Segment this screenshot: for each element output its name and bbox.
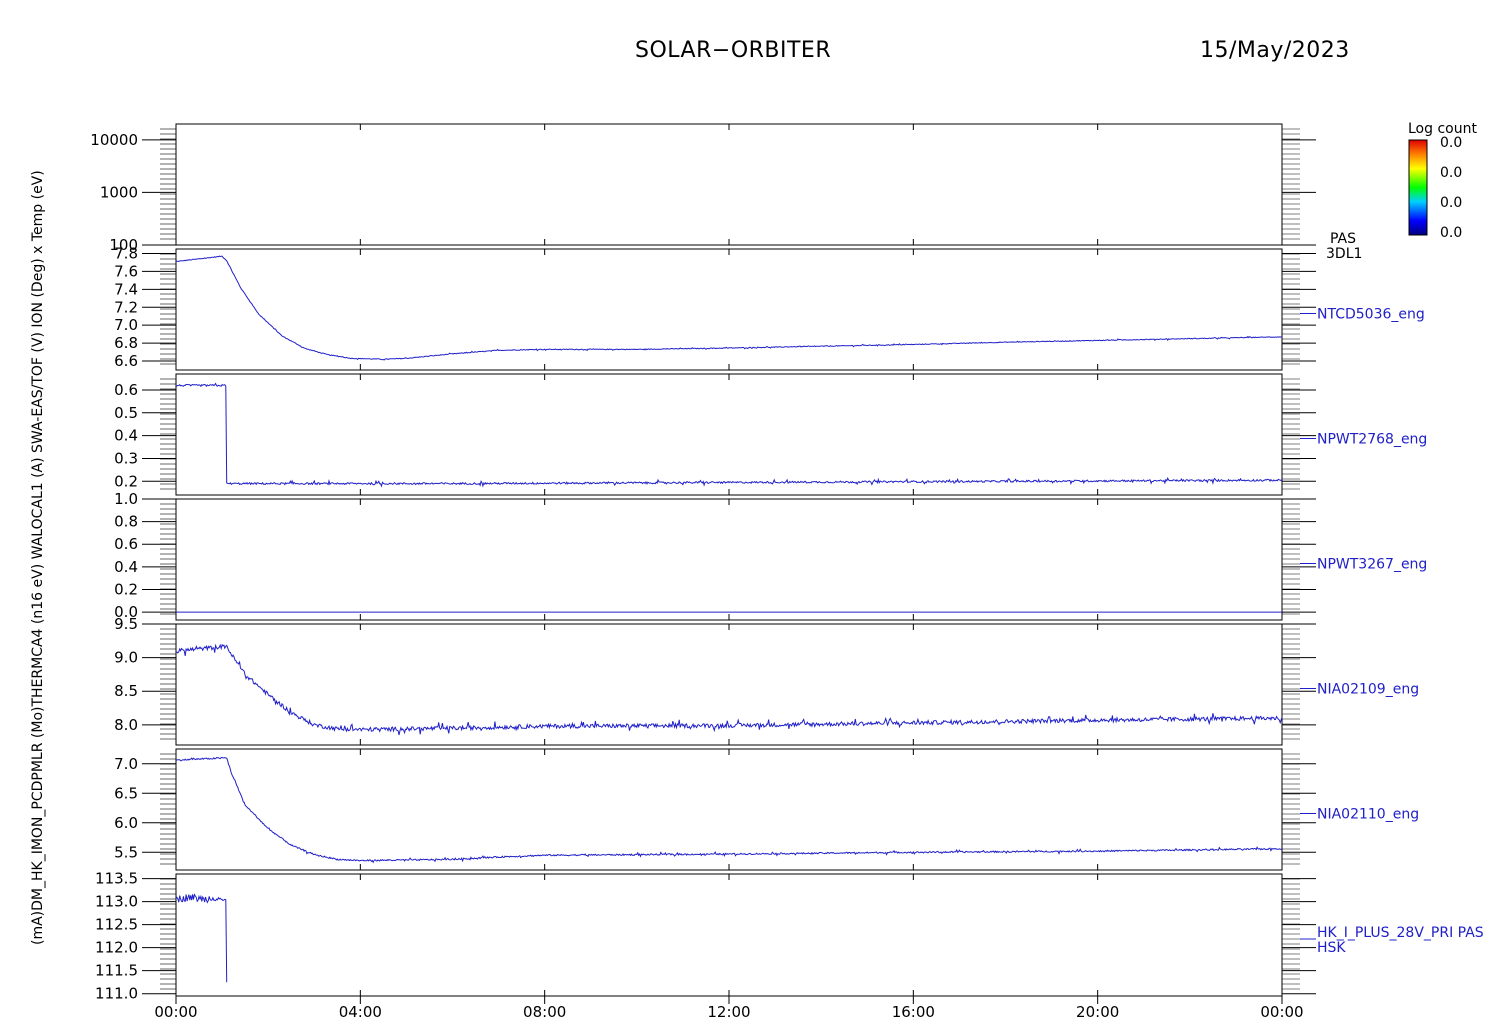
y-tick-label: 10000: [90, 131, 138, 149]
y-tick-label: 0.4: [114, 427, 138, 445]
y-tick-label: 113.5: [95, 870, 138, 888]
left-axis-title: (mA)DM_HK_IMON_PCDPMLR (Mo)THERMCA4 (n16…: [30, 170, 46, 945]
y-tick-label: 6.6: [114, 352, 138, 370]
series-line: [175, 893, 228, 983]
series-label: NPWT3267_eng: [1317, 557, 1427, 573]
y-tick-label: 1000: [100, 183, 138, 201]
series-line: [175, 255, 1283, 361]
series-label: NPWT2768_eng: [1317, 432, 1427, 448]
y-tick-label: 112.0: [95, 939, 138, 957]
series-line: [175, 382, 1283, 488]
y-tick-label: 6.8: [114, 334, 138, 352]
y-tick-label: 0.6: [114, 381, 138, 399]
colorbar-tick: 0.0: [1440, 165, 1462, 181]
panel-nia02110-eng: 5.5 6.0 6.5 7.0 NIA02110_eng: [114, 748, 1419, 871]
colorbar: Log count 0.0 0.0 0.0 0.0: [1408, 121, 1477, 241]
y-tick-label: 0.8: [114, 513, 138, 531]
series-label: NIA02110_eng: [1317, 807, 1419, 823]
colorbar-tick: 0.0: [1440, 135, 1462, 151]
series-line: [175, 756, 1283, 864]
y-tick-label: 9.0: [114, 649, 138, 667]
series-label: HK_I_PLUS_28V_PRI PAS: [1317, 925, 1484, 941]
date-title: 15/May/2023: [1200, 38, 1350, 63]
y-tick-label: 7.6: [114, 262, 138, 280]
y-tick-label: 5.5: [114, 843, 138, 861]
y-tick-label: 0.3: [114, 449, 138, 467]
panel-frame: [175, 248, 1283, 371]
y-tick-label: 0.2: [114, 580, 138, 598]
y-tick-label: 112.5: [95, 916, 138, 934]
y-tick-label: 113.0: [95, 893, 138, 911]
y-tick-label: 6.5: [114, 784, 138, 802]
y-tick-label: 100: [109, 236, 138, 254]
panel-frame: [175, 748, 1283, 871]
x-tick-label: 08:00: [523, 1003, 566, 1020]
y-tick-label: 0.2: [114, 472, 138, 490]
panel-frame: [175, 498, 1283, 621]
series-line: [175, 643, 1283, 736]
series-label: PAS: [1330, 231, 1356, 247]
y-tick-label: 0.4: [114, 558, 138, 576]
x-tick-label: 00:00: [154, 1003, 197, 1020]
panel-frame: [175, 123, 1283, 246]
panel-frame: [175, 373, 1283, 496]
y-tick-label: 8.5: [114, 682, 138, 700]
series-label: HSK: [1317, 940, 1346, 956]
mission-title: SOLAR−ORBITER: [635, 38, 832, 63]
colorbar-tick: 0.0: [1440, 195, 1462, 211]
y-tick-label: 0.6: [114, 535, 138, 553]
y-tick-label: 9.5: [114, 615, 138, 633]
x-tick-label: 04:00: [339, 1003, 382, 1020]
y-tick-label: 7.8: [114, 244, 138, 262]
y-tick-label: 0.0: [114, 603, 138, 621]
panel-hk-i-plus-28v-pri-pas-hsk: 111.0 111.5 112.0 112.5 113.0 113.5 HK_I_PLUS_…: [95, 870, 1484, 1003]
x-tick-label: 20:00: [1076, 1003, 1119, 1020]
y-tick-label: 1.0: [114, 490, 138, 508]
y-tick-label: 7.0: [114, 316, 138, 334]
panel-nia02109-eng: 8.0 8.5 9.0 9.5 NIA02109_eng: [114, 615, 1419, 746]
colorbar-gradient: [1408, 139, 1428, 236]
colorbar-title: Log count: [1408, 121, 1477, 137]
colorbar-tick: 0.0: [1440, 225, 1462, 241]
y-tick-label: 111.0: [95, 985, 138, 1003]
series-label: 3DL1: [1326, 246, 1362, 262]
x-tick-label: 16:00: [892, 1003, 935, 1020]
series-label: NTCD5036_eng: [1317, 307, 1425, 323]
y-tick-label: 6.0: [114, 814, 138, 832]
y-tick-label: 0.5: [114, 404, 138, 422]
series-label: NIA02109_eng: [1317, 682, 1419, 698]
panel-frame: [175, 873, 1283, 997]
y-tick-label: 8.0: [114, 716, 138, 734]
panel-npwt2768-eng: 0.2 0.3 0.4 0.5 0.6 NPWT2768_eng: [114, 373, 1427, 496]
x-tick-label: 00:00: [1260, 1003, 1303, 1020]
panels: 100100010000PAS3DL16.66.87.07.27.47.67.8…: [90, 123, 1484, 1003]
x-axis: 00:00 04:00 08:00 12:00 16:00 20:00 00:00: [154, 996, 1304, 1020]
y-tick-label: 7.2: [114, 298, 138, 316]
y-tick-label: 7.4: [114, 280, 138, 298]
y-tick-label: 111.5: [95, 962, 138, 980]
x-tick-label: 12:00: [707, 1003, 750, 1020]
panel-npwt3267-eng: 0.0 0.2 0.4 0.6 0.8 1.0 NPWT3267_eng: [114, 490, 1427, 621]
y-tick-label: 7.0: [114, 755, 138, 773]
panel-ntcd5036-eng: 6.66.87.07.27.47.67.8 NTCD5036_eng: [114, 244, 1425, 371]
